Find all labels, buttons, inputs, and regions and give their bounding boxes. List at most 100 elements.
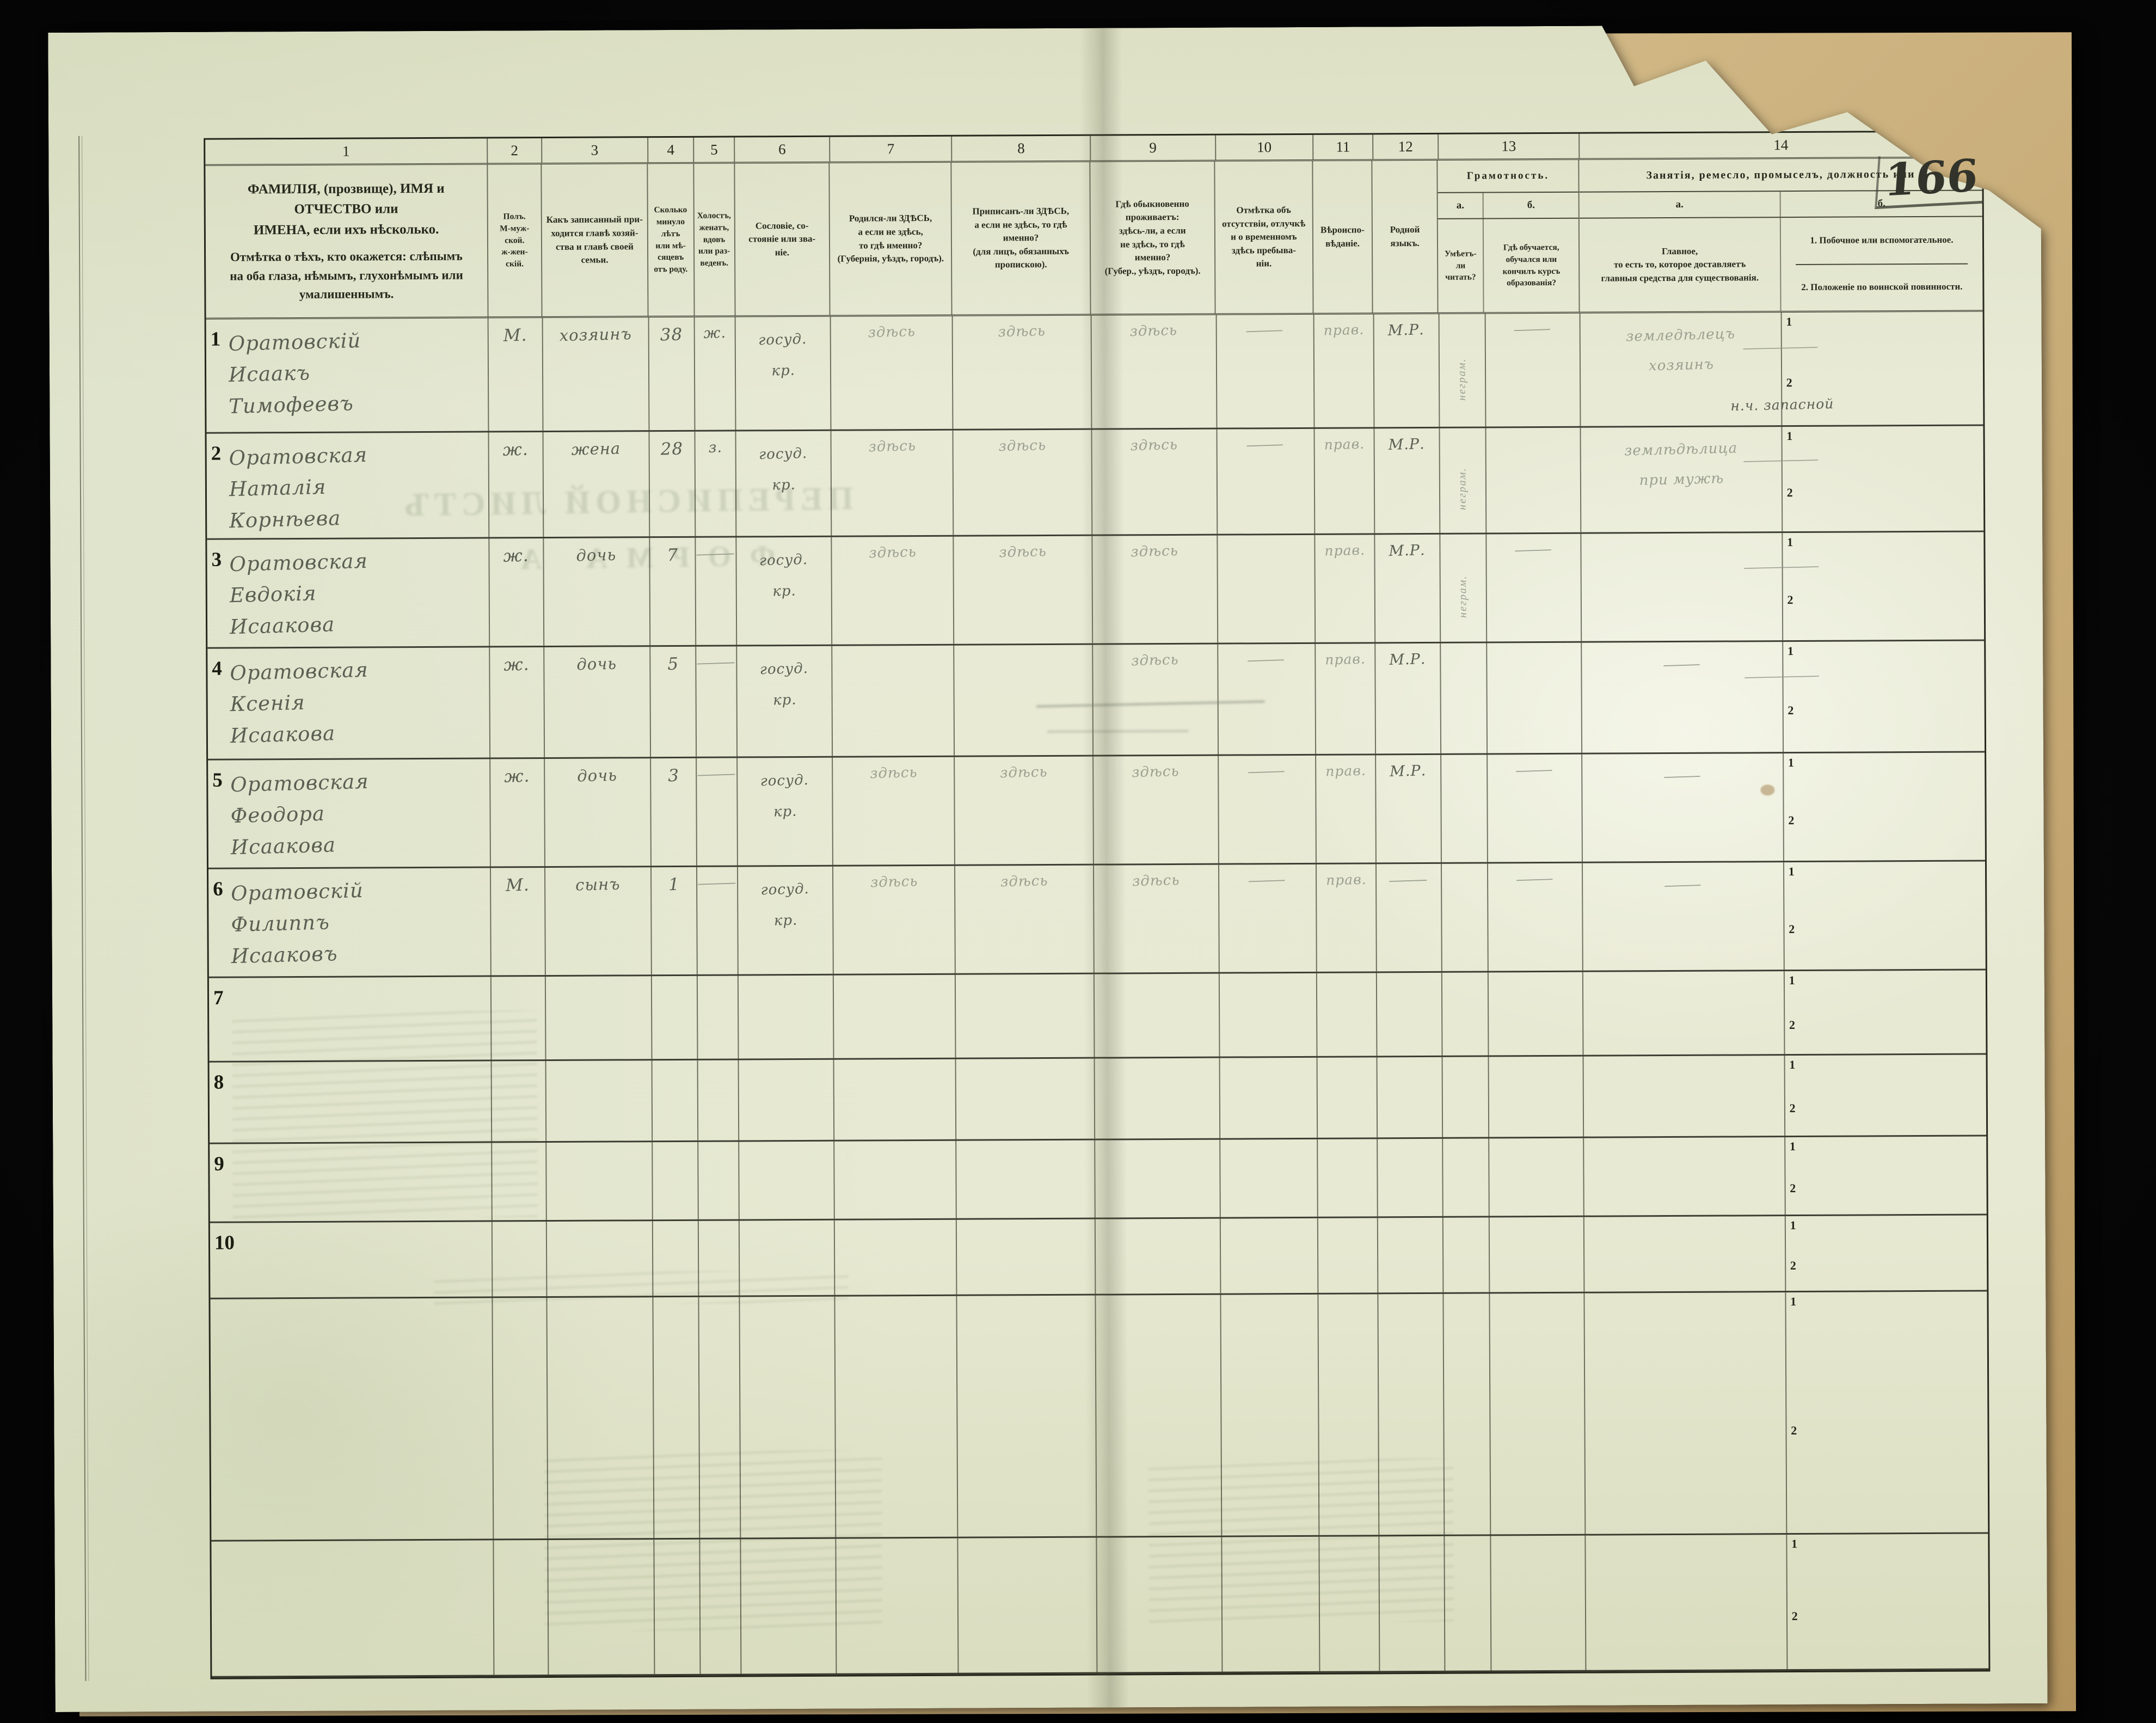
- language-cell: М.Р.: [1375, 428, 1441, 534]
- born-here-cell: здѣсь: [831, 316, 953, 430]
- religion-cell: прав.: [1315, 428, 1375, 533]
- absence-cell: —: [1217, 315, 1315, 428]
- row-number: 6: [213, 878, 223, 900]
- printed-sub-label-2: 2: [1787, 593, 1793, 607]
- header-literacy-title: Грамотность.: [1438, 160, 1578, 193]
- religion-cell: прав.: [1316, 535, 1376, 642]
- occupation-cell: землѣдѣлица при мужѣ: [1581, 427, 1783, 532]
- literacy-school-cell: [1489, 1057, 1584, 1137]
- column-number-5: 5: [694, 137, 735, 162]
- age-cell: [652, 976, 698, 1059]
- age-cell: [653, 1297, 701, 1538]
- language-cell: [1378, 1057, 1443, 1138]
- age-cell: [653, 1221, 699, 1296]
- born-here-cell: [836, 1538, 959, 1673]
- side-occupation-value: —: [1740, 557, 1826, 575]
- estate-cell: госуд. кр.: [738, 758, 833, 866]
- fold-crease: [1079, 28, 1129, 1707]
- sex-cell: [493, 1222, 547, 1296]
- column-number-12: 12: [1373, 134, 1439, 160]
- relation-cell: дочь: [544, 647, 651, 757]
- registered-here-cell: здѣсь: [954, 430, 1092, 535]
- language-cell: —: [1377, 864, 1442, 972]
- census-sheet: ПЕРЕПИСНОЙ ЛИСТЪ ФОРМА А 1 2 3 4 5 6 7 8 9 10 11 12…: [48, 24, 2047, 1712]
- header-names-note: Отмѣтка о тѣхъ, кто окажется: слѣпымъ на…: [230, 249, 463, 301]
- literacy-school-cell: [1486, 428, 1582, 533]
- literacy-read-cell: [1441, 755, 1488, 862]
- relation-cell: [546, 976, 652, 1059]
- age-cell: 5: [650, 647, 697, 757]
- relation-cell: [546, 1142, 653, 1220]
- born-here-cell: [834, 1141, 957, 1219]
- printed-sub-label-1: 1: [1791, 1537, 1798, 1551]
- header-religion: Вѣроиспо- вѣданіе.: [1313, 161, 1373, 312]
- literacy-note: неграм.: [1455, 358, 1469, 401]
- language-cell: М.Р.: [1374, 314, 1440, 427]
- person-name: Оратовская Феодора Исаакова: [230, 769, 369, 859]
- printed-sub-label-1: 1: [1786, 315, 1792, 329]
- sex-cell: М.: [491, 868, 546, 975]
- left-frame-line: [78, 136, 89, 1681]
- column-number-10: 10: [1216, 135, 1314, 160]
- registered-here-cell: [956, 974, 1095, 1058]
- registered-here-cell: здѣсь: [955, 757, 1094, 864]
- occupation-cell: —: [1582, 753, 1784, 862]
- born-here-cell: [835, 1296, 959, 1537]
- name-cell: 6 Оратовскій Филиппъ Исааковъ: [208, 868, 492, 976]
- estate-cell: госуд. кр.: [737, 646, 833, 757]
- marital-cell: —: [697, 758, 738, 865]
- printed-sub-label-2: 2: [1791, 1609, 1798, 1623]
- relation-cell: хозяинъ: [543, 317, 649, 431]
- literacy-read-cell: [1441, 643, 1488, 753]
- absence-cell: [1220, 1218, 1318, 1293]
- literacy-read-cell: [1444, 1217, 1490, 1292]
- estate-cell: госуд. кр.: [736, 317, 832, 430]
- estate-cell: [740, 1221, 835, 1296]
- relation-cell: жена: [543, 432, 649, 537]
- language-cell: М.Р.: [1375, 535, 1441, 642]
- literacy-school-cell: [1489, 972, 1584, 1056]
- age-cell: [654, 1540, 701, 1674]
- person-name: Оратовскій Филиппъ Исааковъ: [230, 878, 364, 968]
- marital-cell: ж.: [695, 317, 736, 430]
- language-cell: [1379, 1536, 1445, 1671]
- born-here-cell: [832, 646, 955, 756]
- printed-sub-label-1: 1: [1786, 429, 1793, 443]
- marital-cell: з.: [696, 431, 737, 536]
- language-cell: [1378, 1218, 1444, 1293]
- absence-cell: —: [1218, 644, 1317, 755]
- language-cell: М.Р.: [1376, 755, 1442, 863]
- registered-here-cell: [956, 1059, 1095, 1139]
- age-cell: 38: [649, 317, 696, 430]
- printed-sub-label-1: 1: [1790, 1295, 1797, 1309]
- literacy-read-cell: [1442, 1057, 1489, 1137]
- literacy-read-cell: [1442, 972, 1489, 1055]
- registered-here-cell: здѣсь: [955, 866, 1094, 973]
- side-occupation-cell: 1—2: [1783, 532, 1984, 640]
- registered-here-cell: [959, 1538, 1098, 1673]
- absence-cell: [1221, 1295, 1320, 1536]
- person-name: Оратовская Наталія Корнѣева: [228, 443, 368, 532]
- name-cell: 5 Оратовская Феодора Исаакова: [208, 759, 491, 867]
- header-literacy-subheaders: Умѣетъ- ли читать? Гдѣ обучается, обучал…: [1438, 219, 1579, 312]
- marital-cell: [699, 1297, 741, 1537]
- sex-cell: [492, 1143, 546, 1220]
- header-literacy-group: Грамотность. а. б. Умѣетъ- ли читать? Гд…: [1438, 160, 1580, 312]
- age-cell: 3: [651, 758, 698, 866]
- label-b: б.: [1527, 199, 1535, 211]
- header-occupation-subheaders: Главное, то есть то, которое доставляетъ…: [1580, 217, 1983, 311]
- literacy-school-cell: —: [1485, 314, 1581, 427]
- printed-sub-label-2: 2: [1791, 1424, 1797, 1438]
- name-cell: 8: [210, 1061, 493, 1142]
- relation-cell: дочь: [544, 538, 650, 646]
- header-estate: Сословіе, со- стояніе или зва- ніе.: [735, 163, 831, 316]
- name-cell: [210, 1298, 494, 1540]
- side-occupation-value: —: [1739, 338, 1825, 357]
- estate-cell: [741, 1539, 837, 1674]
- printed-sub-label-2: 2: [1786, 485, 1793, 499]
